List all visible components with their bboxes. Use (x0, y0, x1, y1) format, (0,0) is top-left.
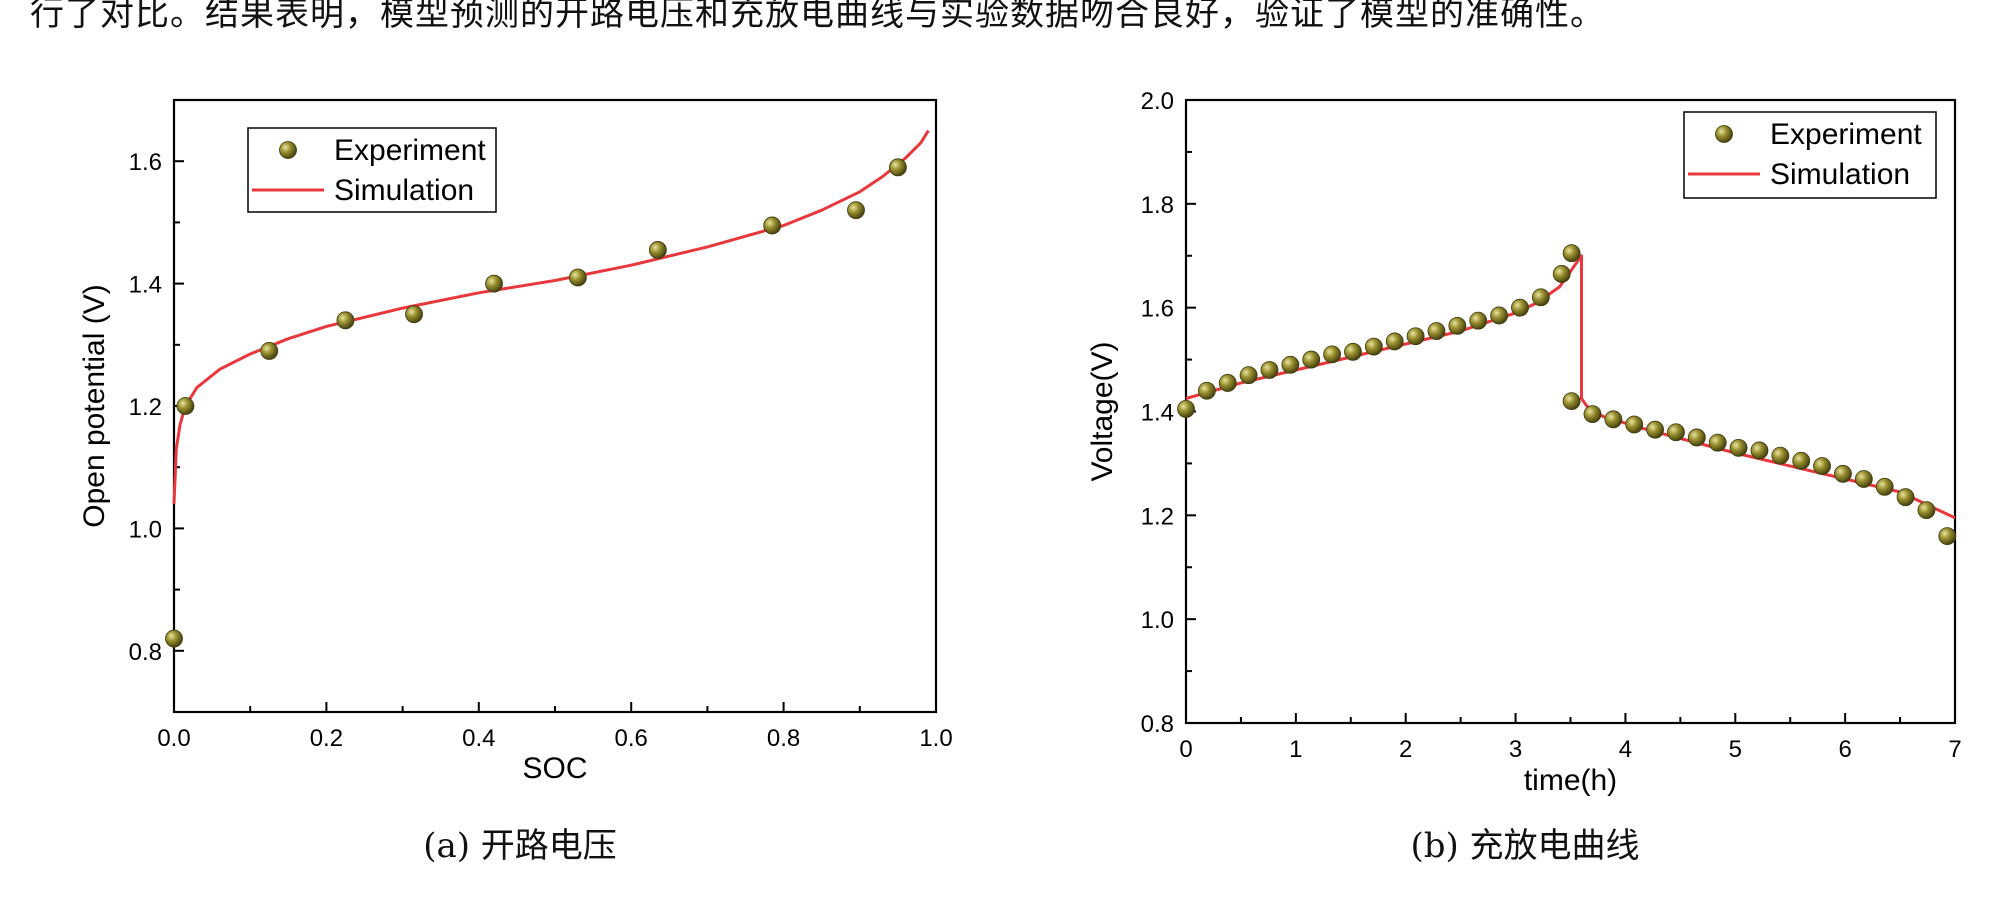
legend: Experiment Simulation (247, 127, 497, 213)
experiment-point (1875, 477, 1894, 496)
y-tick-label: 1.4 (129, 272, 162, 299)
experiment-point (1218, 374, 1237, 392)
x-tick-label: 5 (1729, 736, 1742, 763)
y-tick-label: 1.8 (1141, 192, 1174, 219)
experiment-point (568, 268, 587, 287)
experiment-point (1834, 464, 1852, 483)
experiment-point (1427, 322, 1446, 340)
experiment-point (847, 201, 865, 220)
x-tick-label: 6 (1838, 736, 1851, 763)
legend-experiment-marker (1715, 125, 1733, 143)
x-tick-label: 0.8 (767, 725, 800, 752)
x-tick-label: 0.6 (615, 725, 648, 752)
experiment-point (1385, 332, 1404, 351)
y-tick-label: 1.0 (129, 516, 162, 543)
x-tick-label: 3 (1509, 736, 1522, 763)
experiment-point (1406, 327, 1425, 346)
figure-caption: (b) 充放电曲线 (1410, 826, 1639, 866)
x-tick-label: 0.0 (157, 725, 190, 752)
legend-experiment-marker (279, 141, 297, 159)
experiment-point (1771, 446, 1790, 465)
experiment-point (1448, 316, 1467, 335)
x-tick-label: 0.4 (462, 725, 495, 752)
experiment-point (1646, 420, 1664, 439)
y-tick-label: 1.4 (1141, 400, 1174, 427)
experiment-point (1625, 415, 1644, 434)
chart-open-potential: 0.0 0.2 0.4 0.6 0.8 1.0 0.8 1.0 1.2 1.4 1.6 SOC Open… (78, 98, 953, 866)
y-tick-label: 1.0 (1141, 607, 1174, 634)
experiment-point (1854, 470, 1873, 488)
experiment-point (1364, 337, 1383, 356)
experiment-point (176, 397, 195, 415)
x-tick-label: 4 (1619, 736, 1632, 763)
x-tick-label: 1 (1289, 736, 1302, 763)
experiment-point (1177, 400, 1195, 418)
legend-simulation-label: Simulation (334, 174, 474, 207)
experiment-point (1531, 288, 1550, 307)
x-axis-title: time(h) (1524, 764, 1617, 797)
legend-experiment-label: Experiment (334, 134, 486, 167)
experiment-point (763, 216, 782, 235)
experiment-point (1729, 438, 1748, 457)
experiment-point (1323, 345, 1342, 364)
experiment-point (165, 629, 183, 648)
experiment-point (1938, 527, 1957, 545)
experiment-point (1344, 342, 1362, 361)
y-tick-label: 2.0 (1141, 88, 1174, 115)
experiment-point (1469, 311, 1488, 330)
x-tick-label: 7 (1948, 736, 1961, 763)
experiment-point (485, 274, 503, 293)
experiment-point (648, 241, 667, 259)
y-tick-label: 1.6 (1141, 296, 1174, 323)
experiment-point (1604, 410, 1623, 429)
experiment-point (1511, 298, 1529, 317)
chart-charge-discharge: 0 1 2 3 4 5 6 7 0.8 1.0 1.2 1.4 1.6 1.8 2.0 time(h) Volt… (1086, 88, 1962, 866)
experiment-point (1792, 451, 1811, 470)
x-tick-label: 1.0 (919, 725, 952, 752)
y-axis-title: Open potential (V) (78, 284, 111, 527)
experiment-point (1708, 433, 1727, 452)
experiment-point (1302, 350, 1321, 369)
legend-experiment-label: Experiment (1770, 118, 1922, 151)
experiment-point (1687, 428, 1706, 447)
experiment-point (1490, 306, 1508, 325)
experiment-point (1917, 501, 1936, 520)
experiment-point (260, 342, 279, 360)
experiment-point (1281, 355, 1300, 374)
experiment-point (1562, 392, 1581, 411)
experiment-point (1260, 361, 1279, 379)
y-tick-label: 1.6 (129, 149, 162, 176)
experiment-point (1583, 405, 1602, 423)
figure-caption: (a) 开路电压 (423, 826, 617, 866)
experiment-point (405, 305, 423, 324)
x-axis-title: SOC (522, 752, 587, 785)
legend-simulation-label: Simulation (1770, 158, 1910, 191)
y-axis-title: Voltage(V) (1086, 341, 1119, 481)
x-tick-label: 0 (1179, 736, 1192, 763)
x-tick-label: 2 (1399, 736, 1412, 763)
experiment-point (1552, 265, 1571, 283)
x-tick-label: 0.2 (310, 725, 343, 752)
experiment-point (1197, 381, 1216, 400)
experiment-point (1667, 423, 1685, 442)
experiment-point (1750, 441, 1769, 460)
experiment-point (1239, 366, 1258, 385)
top-paragraph-text: 行了对比。结果表明，模型预测的开路电压和充放电曲线与实验数据吻合良好，验证了模型… (30, 0, 1605, 34)
experiment-point (1896, 488, 1915, 507)
y-tick-label: 1.2 (1141, 503, 1174, 530)
simulation-line (1185, 254, 1956, 520)
experiment-point (1813, 457, 1831, 475)
experiment-point (889, 158, 907, 177)
y-tick-label: 0.8 (129, 639, 162, 666)
experiment-point (336, 311, 355, 330)
experiment-point (1562, 244, 1581, 263)
y-tick-label: 1.2 (129, 394, 162, 421)
legend: Experiment Simulation (1683, 111, 1937, 199)
y-tick-label: 0.8 (1141, 711, 1174, 738)
